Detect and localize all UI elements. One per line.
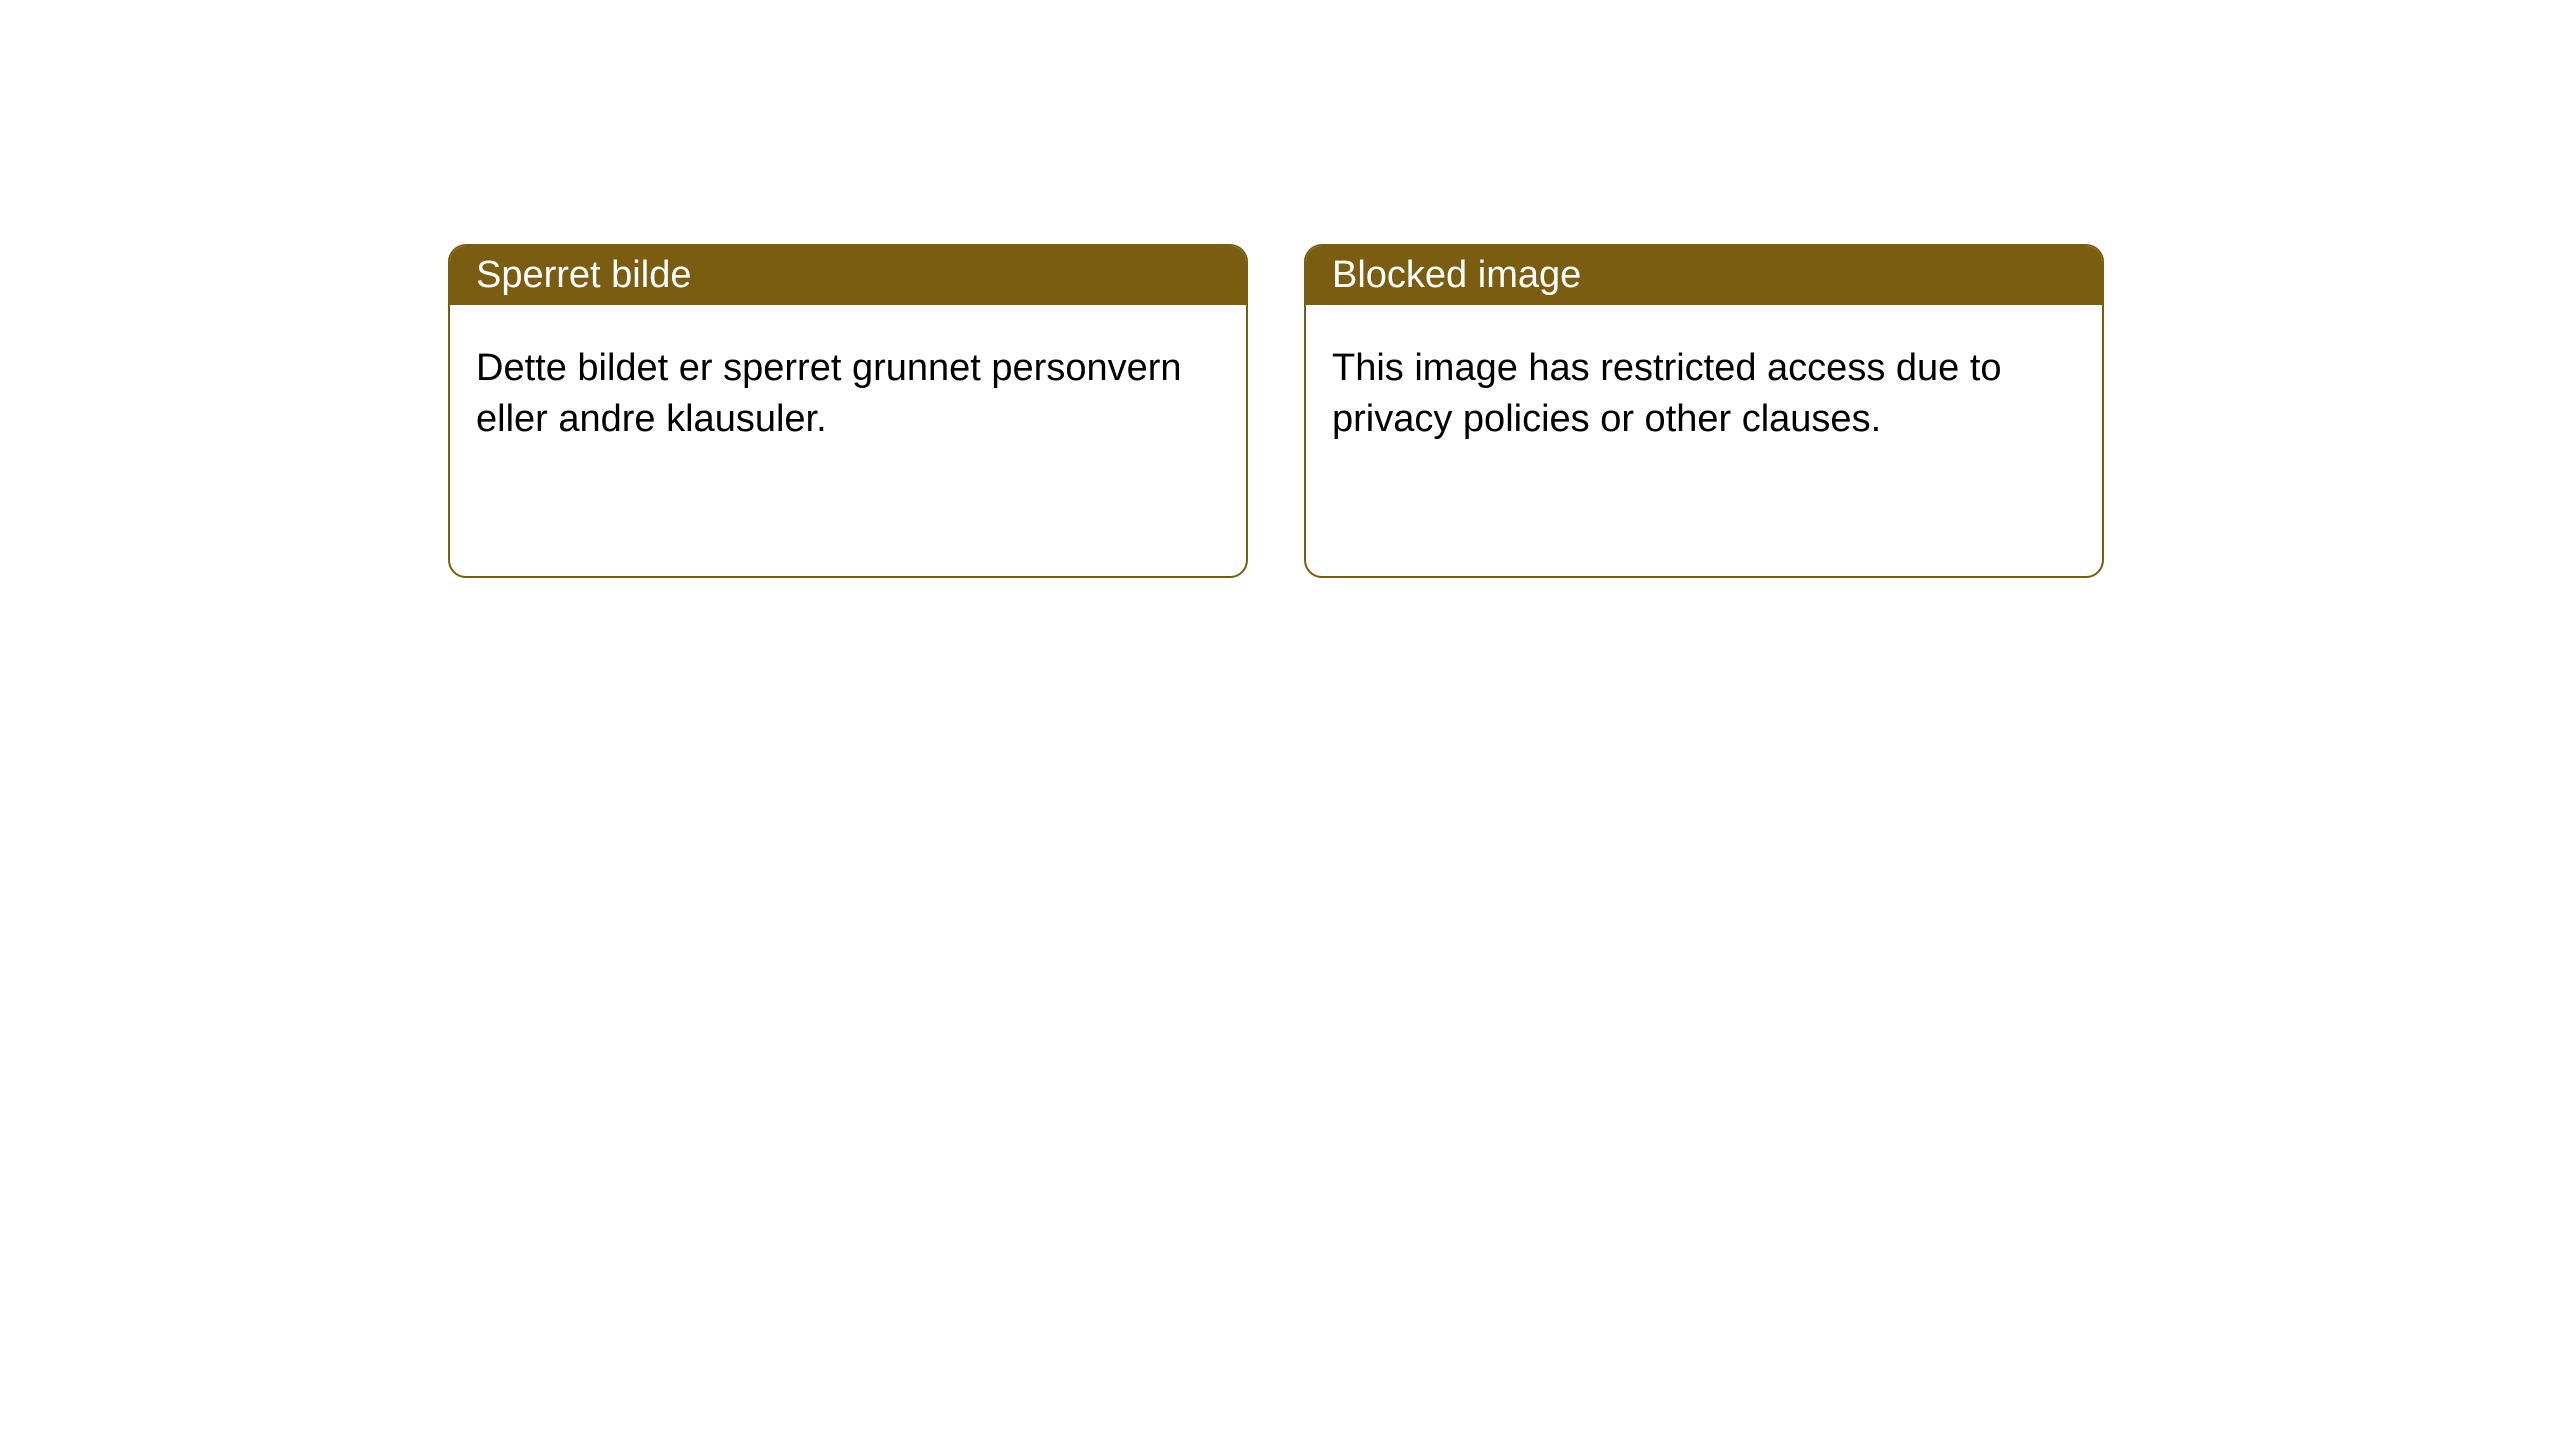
notice-card-norwegian: Sperret bilde Dette bildet er sperret gr… xyxy=(448,244,1248,578)
notice-card-english: Blocked image This image has restricted … xyxy=(1304,244,2104,578)
notice-body: Dette bildet er sperret grunnet personve… xyxy=(450,305,1246,484)
notice-header: Sperret bilde xyxy=(450,246,1246,305)
notice-container: Sperret bilde Dette bildet er sperret gr… xyxy=(0,0,2560,578)
notice-body: This image has restricted access due to … xyxy=(1306,305,2102,484)
notice-header: Blocked image xyxy=(1306,246,2102,305)
